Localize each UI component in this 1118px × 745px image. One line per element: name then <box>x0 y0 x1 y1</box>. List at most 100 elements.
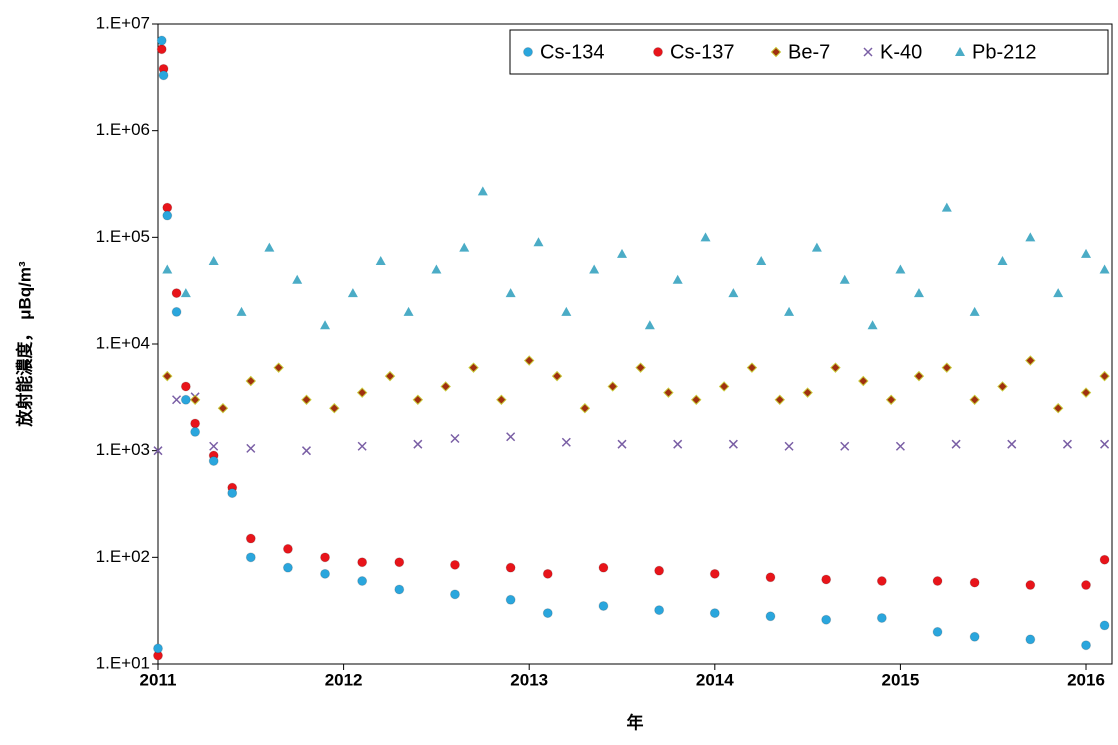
point <box>1080 387 1092 398</box>
point <box>728 288 739 298</box>
point <box>1099 554 1110 565</box>
point <box>320 552 331 563</box>
point <box>765 572 776 583</box>
point <box>1081 640 1092 651</box>
point <box>468 362 479 373</box>
point <box>885 394 897 405</box>
point <box>172 395 182 405</box>
point <box>180 381 191 392</box>
point <box>301 394 312 405</box>
point <box>709 568 720 579</box>
point <box>542 568 553 579</box>
point <box>635 362 646 373</box>
point <box>246 443 256 453</box>
point <box>700 232 711 242</box>
point <box>1100 439 1110 449</box>
point <box>449 559 460 570</box>
point <box>542 608 553 619</box>
point <box>1099 370 1110 382</box>
point <box>969 577 980 588</box>
legend-box <box>509 29 1109 75</box>
series <box>153 44 1110 661</box>
point <box>589 264 600 274</box>
series <box>162 186 1110 330</box>
legend-marker <box>955 47 965 56</box>
point <box>282 562 293 573</box>
point <box>329 403 340 414</box>
point <box>941 362 953 373</box>
point <box>208 456 219 467</box>
point <box>394 584 405 595</box>
point <box>320 320 331 330</box>
point <box>1053 288 1064 298</box>
point <box>969 306 980 316</box>
point <box>153 446 163 456</box>
legend-marker <box>653 47 663 57</box>
point <box>663 387 674 398</box>
point <box>505 562 516 573</box>
point <box>180 288 191 298</box>
point <box>561 437 571 447</box>
point <box>264 242 275 252</box>
point <box>654 605 665 616</box>
plot-frame <box>157 23 1113 665</box>
point <box>913 288 924 298</box>
x-tick-label: 2015 <box>881 670 919 689</box>
x-tick-label: 2013 <box>510 670 548 689</box>
point <box>320 568 331 579</box>
point <box>440 381 451 392</box>
point <box>876 612 887 623</box>
legend-marker <box>863 47 873 57</box>
point <box>153 643 163 654</box>
point <box>412 394 424 405</box>
point <box>282 543 293 554</box>
point <box>598 562 609 573</box>
point <box>190 426 201 437</box>
point <box>357 441 367 451</box>
point <box>728 439 738 449</box>
point <box>356 387 368 398</box>
point <box>301 446 312 456</box>
point <box>932 575 943 586</box>
x-axis-label: 年 <box>627 712 644 732</box>
point <box>505 594 516 605</box>
point <box>895 264 906 274</box>
point <box>384 370 396 382</box>
y-tick-label: 1.E+01 <box>96 653 150 672</box>
y-tick-label: 1.E+05 <box>96 227 150 246</box>
point <box>802 387 813 398</box>
point <box>811 242 822 252</box>
point <box>245 375 257 387</box>
point <box>840 441 850 451</box>
point <box>171 288 182 299</box>
point <box>821 574 832 585</box>
point <box>673 439 683 449</box>
point <box>347 288 358 298</box>
point <box>561 306 572 316</box>
point <box>162 264 173 274</box>
x-tick-label: 2016 <box>1067 670 1105 689</box>
x-tick-label: 2011 <box>140 670 177 689</box>
point <box>607 381 618 392</box>
point <box>209 441 219 451</box>
series <box>162 355 1110 414</box>
point <box>496 394 507 405</box>
point <box>357 557 368 568</box>
point <box>709 608 720 619</box>
point <box>180 394 191 405</box>
legend-label: Be-7 <box>788 41 830 63</box>
point <box>236 306 247 316</box>
point <box>208 255 219 265</box>
point <box>895 441 905 451</box>
point <box>533 237 544 247</box>
legend-label: Pb-212 <box>972 41 1037 63</box>
point <box>394 557 405 568</box>
point <box>598 600 609 611</box>
point <box>162 210 173 221</box>
point <box>644 320 655 330</box>
point <box>523 355 535 366</box>
point <box>784 441 794 451</box>
legend-label: Cs-134 <box>540 41 604 63</box>
point <box>357 575 368 586</box>
